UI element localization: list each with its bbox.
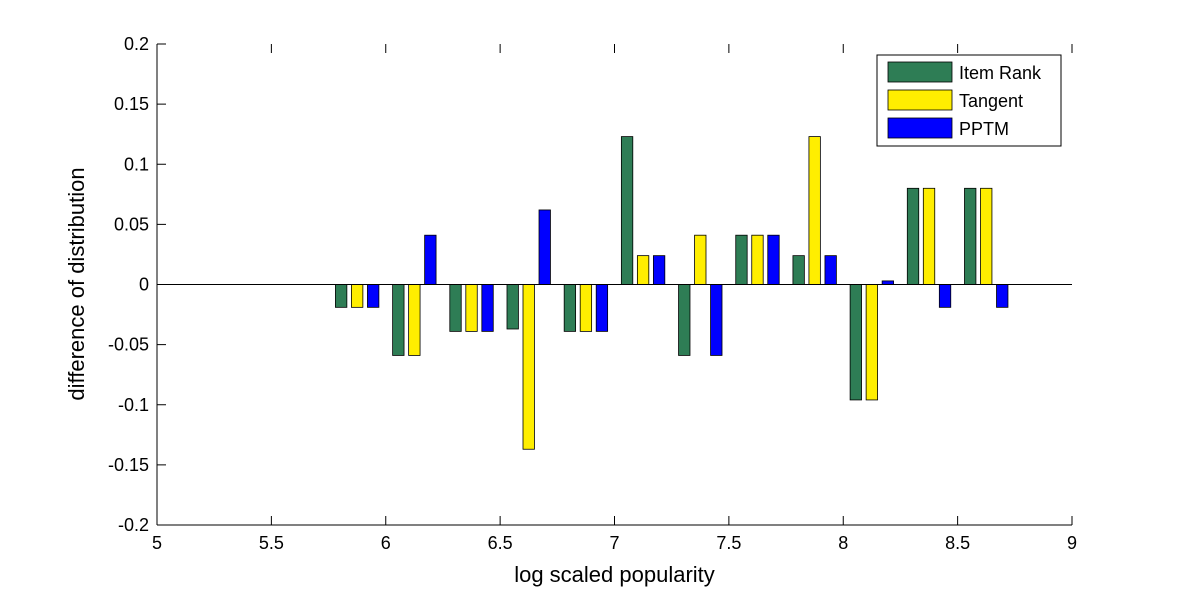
bar-item-rank-10 [906, 187, 920, 285]
bar-tangent-10 [922, 187, 936, 285]
bar-pptm-8 [824, 255, 837, 285]
x-axis-label: log scaled popularity [514, 562, 715, 587]
bar-item-rank-5 [620, 136, 634, 285]
bar-tangent-1 [408, 284, 421, 356]
legend-label: PPTM [959, 119, 1009, 139]
x-tick-label: 5 [152, 533, 162, 553]
x-tick-label: 7.5 [716, 533, 741, 553]
bar-item-rank-6 [678, 284, 691, 356]
x-tick-label: 6.5 [488, 533, 513, 553]
bar-pptm-0 [367, 284, 380, 308]
y-tick-label: -0.1 [118, 395, 149, 415]
bar-pptm-9 [881, 280, 894, 285]
bar-pptm-5 [652, 255, 666, 285]
bar-pptm-3 [538, 209, 551, 285]
bar-item-rank-0 [335, 284, 348, 308]
bar-tangent-3 [522, 284, 535, 450]
y-tick-label: 0.15 [114, 94, 149, 114]
bar-pptm-6 [710, 284, 723, 356]
bar-tangent-5 [636, 255, 650, 285]
y-tick-label: 0.2 [124, 34, 149, 54]
bar-pptm-10 [938, 284, 952, 308]
bar-item-rank-8 [792, 255, 805, 285]
bar-item-rank-11 [964, 187, 977, 285]
x-tick-label: 8 [838, 533, 848, 553]
bar-tangent-8 [808, 136, 821, 285]
bar-tangent-9 [865, 284, 878, 401]
bar-pptm-1 [424, 234, 437, 285]
y-tick-label: -0.15 [108, 455, 149, 475]
legend: Item Rank Tangent PPTM [876, 54, 1062, 147]
legend-label: Item Rank [959, 63, 1042, 83]
bar-tangent-0 [351, 284, 364, 308]
x-tick-label: 7 [609, 533, 619, 553]
x-tick-label: 8.5 [945, 533, 970, 553]
bar-item-rank-9 [849, 284, 862, 401]
x-tick-label: 6 [381, 533, 391, 553]
bar-tangent-2 [465, 284, 478, 332]
bar-item-rank-2 [449, 284, 462, 332]
y-tick-label: -0.05 [108, 335, 149, 355]
legend-swatch-item-rank [887, 61, 953, 83]
bar-item-rank-1 [392, 284, 405, 356]
y-tick-label: 0.05 [114, 214, 149, 234]
y-tick-label: -0.2 [118, 515, 149, 535]
bar-item-rank-3 [506, 284, 519, 330]
y-tick-label: 0.1 [124, 154, 149, 174]
bar-pptm-4 [595, 284, 609, 332]
bar-item-rank-7 [735, 234, 748, 285]
ticks-layer: 5 5.5 6 6.5 7 7.5 8 8.5 9 0.2 0.15 0.1 0.05 0 -0.05 -0.… [108, 34, 1077, 553]
bar-pptm-2 [481, 284, 494, 332]
x-tick-label: 9 [1067, 533, 1077, 553]
legend-swatch-pptm [887, 117, 953, 139]
bar-tangent-6 [694, 234, 707, 285]
bar-tangent-7 [751, 234, 764, 285]
bar-tangent-4 [579, 284, 593, 332]
bar-item-rank-4 [563, 284, 577, 332]
legend-label: Tangent [959, 91, 1023, 111]
bar-pptm-7 [767, 234, 780, 285]
bar-tangent-11 [980, 187, 993, 285]
y-tick-label: 0 [139, 275, 149, 295]
legend-swatch-tangent [887, 89, 953, 111]
y-axis-label: difference of distribution [64, 167, 89, 400]
bar-pptm-11 [996, 284, 1009, 308]
x-tick-label: 5.5 [259, 533, 284, 553]
